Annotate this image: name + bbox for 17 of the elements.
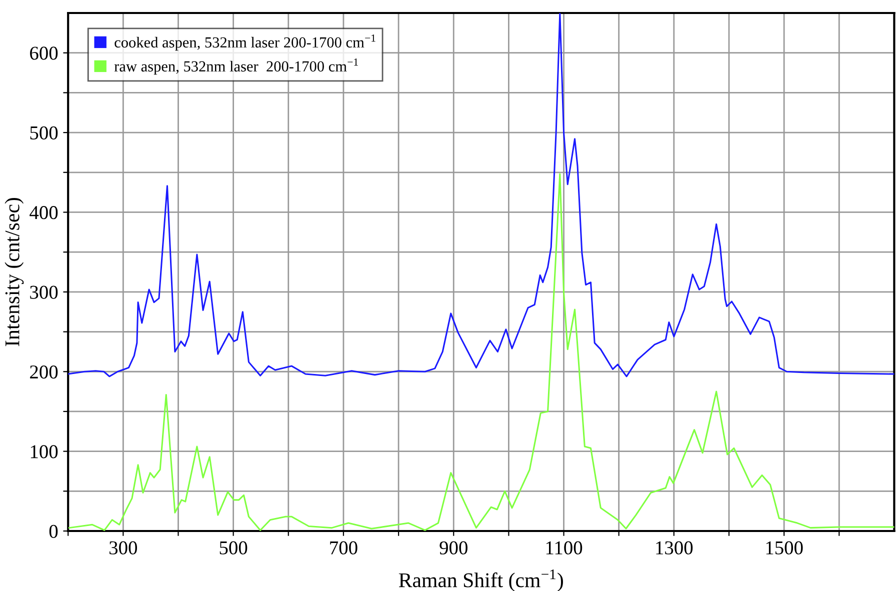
y-tick-label: 300 (30, 286, 58, 299)
y-tick-label: 400 (30, 206, 58, 220)
y-tick-label: 100 (30, 445, 58, 458)
x-tick-label: 300 (110, 541, 138, 554)
y-tick-label: 0 (49, 524, 58, 538)
legend-label: raw aspen, 532nm laser 200-1700 cm$^{−1}$ (114, 58, 358, 75)
legend-label: cooked aspen, 532nm laser 200-1700 cm$^{−1}$ (114, 34, 376, 51)
x-tick-label: 700 (330, 541, 358, 554)
y-tick-label: 600 (30, 46, 58, 60)
x-tick-label: 1500 (766, 541, 803, 554)
x-tick-label: 1100 (546, 541, 582, 554)
y-tick-label: 200 (30, 365, 58, 379)
x-tick-label: 1300 (656, 541, 693, 554)
x-tick-label: 500 (220, 541, 248, 554)
y-axis-title: Intensity (cnt/sec) (4, 198, 24, 346)
x-tick-label: 900 (440, 541, 468, 554)
y-tick-label: 500 (30, 126, 58, 140)
